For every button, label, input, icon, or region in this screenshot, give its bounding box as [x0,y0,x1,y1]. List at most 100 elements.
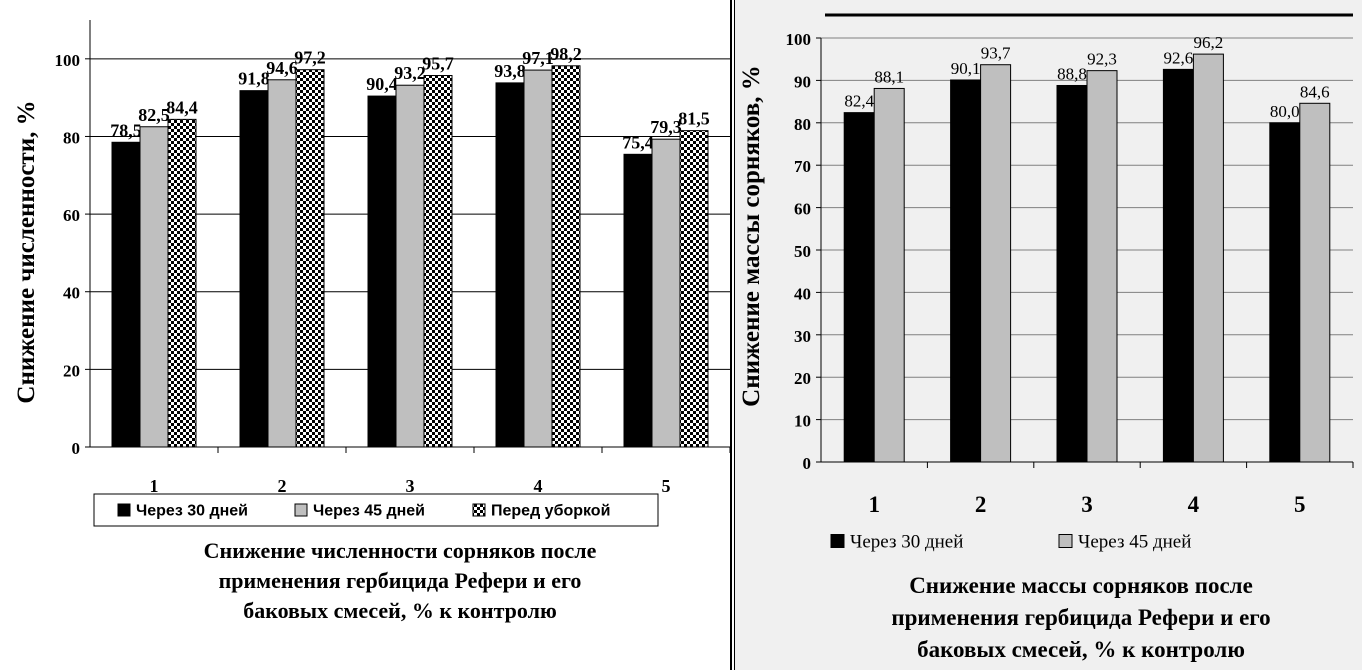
y-tick-label: 50 [794,242,811,261]
bar [873,87,905,463]
legend-swatch [1058,534,1073,548]
data-label: 92,3 [1087,50,1117,69]
bar [1269,122,1301,463]
bar [267,79,297,448]
y-tick-label: 0 [72,439,81,458]
caption-line: применения гербицида Рефери и его [218,568,582,593]
bar [843,112,875,463]
data-label: 98,2 [550,44,582,64]
bar [167,118,197,448]
bar [1056,84,1088,463]
caption-line: баковых смесей, % к контролю [917,637,1245,662]
chart-mass-reduction: 82,488,1 90,193,7 88,892,3 92,696,2 80,084,6… [738,13,1354,553]
bar [1192,53,1224,463]
data-label: 88,1 [874,67,904,86]
bar [551,65,581,448]
data-label: 78,5 [110,120,142,140]
bar [395,84,425,448]
bar [950,79,982,463]
bar [523,69,553,448]
x-tick-label: 3 [406,476,415,496]
y-tick-label: 60 [63,206,80,225]
legend-label: Через 45 дней [313,503,425,520]
bar [1162,68,1194,463]
y-axis-label: Снижение численности, % [13,100,40,403]
data-label: 95,7 [422,54,454,74]
bar [1086,70,1118,463]
x-tick-label: 2 [278,476,287,496]
x-tick-label: 4 [534,476,543,496]
data-label: 94,6 [266,58,298,78]
chart-panel-right: 82,4 88,1 90,1 93,7 88,8 92,3 92,6 96,2 80,0 84,6… [734,0,1362,670]
data-label: 90,1 [951,59,981,78]
data-label: 82,4 [844,92,874,111]
y-tick-label: 80 [794,115,811,134]
data-label: 92,6 [1164,48,1194,67]
legend-swatch [830,534,845,548]
bar [111,141,141,448]
data-label: 97,2 [294,48,326,68]
y-tick-label: 90 [794,72,811,91]
data-label: 79,3 [650,117,682,137]
y-tick-label: 20 [63,361,80,380]
data-label: 93,8 [494,61,526,81]
y-tick-label: 40 [794,284,811,303]
x-tick-label: 2 [975,492,987,517]
chart-panel-left: 78,5 82,5 84,4 91,8 94,6 97,2 90,4 93,2 95,7 93,8… [13,0,732,670]
chart-caption-left: Снижение численности сорняков после прим… [90,536,710,626]
legend-label: Через 30 дней [850,532,963,553]
x-tick-label: 1 [868,492,880,517]
data-label: 93,7 [981,44,1011,63]
y-tick-label: 10 [794,412,811,431]
y-tick-label: 40 [63,284,80,303]
caption-line: Снижение численности сорняков после [203,538,597,563]
y-tick-label: 30 [794,327,811,346]
x-tick-label: 5 [1294,492,1306,517]
legend: Через 30 дней Через 45 дней Перед уборкой [93,493,659,527]
bar [980,64,1012,463]
data-label: 82,5 [138,105,170,125]
x-tick-label: 3 [1081,492,1093,517]
legend-label: Через 45 дней [1078,532,1191,553]
bars: 82,488,1 90,193,7 88,892,3 92,696,2 80,084,6 [843,33,1331,463]
data-label: 88,8 [1057,64,1087,83]
bars: 78,582,584,4 91,894,697,2 90,493,295,7 93,8… [110,44,710,448]
bar [367,95,397,448]
data-label: 75,4 [622,132,654,152]
bar [139,126,169,448]
legend: Через 30 дней Через 45 дней [830,532,1191,553]
bar [295,69,325,448]
data-label: 91,8 [238,69,270,89]
caption-line: баковых смесей, % к контролю [243,598,557,623]
chart-numbers-reduction: 78,582,584,4 91,894,697,2 90,493,295,7 93,8… [13,20,731,527]
bar [1299,102,1331,463]
legend-swatch [117,503,131,517]
y-tick-label: 100 [55,51,81,70]
caption-line: применения гербицида Рефери и его [891,605,1271,630]
legend-label: Через 30 дней [136,503,248,520]
legend-label: Перед уборкой [491,503,610,520]
x-tick-label: 4 [1188,492,1200,517]
data-label: 84,4 [166,97,198,117]
bar [239,90,269,448]
y-tick-label: 100 [786,30,812,49]
bar [495,82,525,448]
caption-line: Снижение массы сорняков после [909,573,1253,598]
data-label: 97,1 [522,48,554,68]
bar [423,75,453,448]
legend-swatch [294,503,308,517]
y-tick-label: 80 [63,128,80,147]
data-label: 84,6 [1300,82,1330,101]
bar [623,153,653,448]
data-label: 93,2 [394,63,426,83]
y-axis-label: Снижение массы сорняков, % [738,65,765,407]
data-label: 81,5 [678,109,710,129]
data-label: 80,0 [1270,102,1300,121]
legend-swatch [472,503,486,517]
y-tick-label: 70 [794,157,811,176]
y-tick-label: 60 [794,200,811,219]
axes: 0 10 20 30 40 50 60 70 80 90 100 1 2 3 4 5 [786,30,1354,517]
bar [651,138,681,448]
data-label: 90,4 [366,74,398,94]
chart-caption-right: Снижение массы сорняков после применения… [801,570,1361,666]
